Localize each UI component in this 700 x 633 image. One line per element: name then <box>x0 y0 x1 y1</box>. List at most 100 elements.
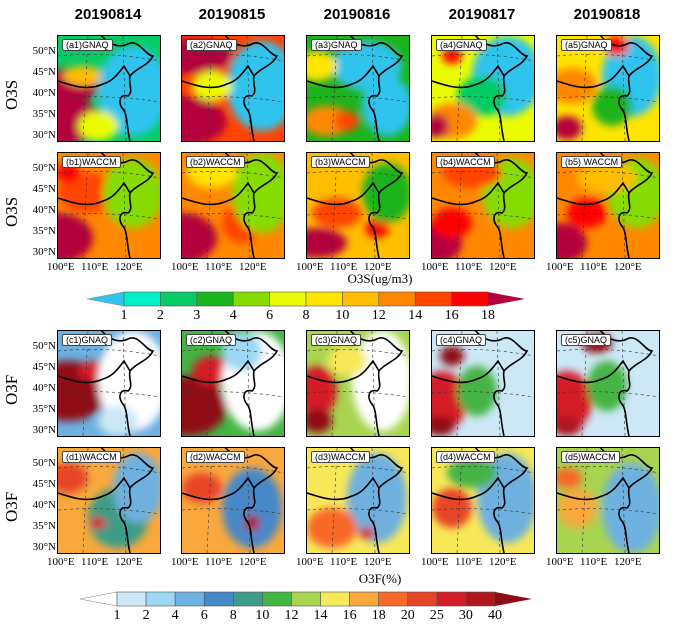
border <box>182 359 255 384</box>
lon-tick: 120°E <box>115 556 143 568</box>
colorbar-tick: 12 <box>284 608 299 623</box>
colorbar-left-arrow <box>86 291 125 307</box>
lon-tick: 110°E <box>205 261 233 273</box>
colorbar-tick: 2 <box>142 608 150 623</box>
lat-tick: 50°N <box>32 457 56 469</box>
colorbar-tick: 40 <box>488 608 502 623</box>
colorbar-segment <box>451 291 489 307</box>
border <box>307 359 380 384</box>
colorbar-tick: 8 <box>229 608 237 623</box>
colorbar-tick: 1 <box>120 308 128 323</box>
field-blob <box>335 111 359 131</box>
panel-label: (c1)GNAQ <box>62 334 113 346</box>
lat-tick: 45°N <box>32 183 56 195</box>
lon-tick: 100°E <box>421 261 449 273</box>
lat-tick: 45°N <box>32 478 56 490</box>
field-blob <box>557 488 597 528</box>
panel-label: (a3)GNAQ <box>311 39 362 51</box>
colorbar-segment <box>305 291 343 307</box>
field-blob <box>567 198 607 228</box>
colorbar-segment <box>203 591 234 607</box>
lon-tick: 100°E <box>171 261 199 273</box>
field-blob <box>447 458 497 488</box>
field-blob <box>432 488 472 528</box>
colorbar-title: O3F(%) <box>358 571 402 586</box>
map-panel: (d5)WACCM <box>556 447 660 554</box>
lon-tick: 120°E <box>239 261 267 273</box>
colorbar-tick: 8 <box>302 308 310 323</box>
field-blob <box>307 51 337 81</box>
colorbar-tick: 2 <box>156 308 164 323</box>
field-blob <box>557 223 587 258</box>
map-panel: (a4)GNAQ <box>431 35 535 142</box>
colorbar-segment <box>465 591 496 607</box>
panel-label: (a2)GNAQ <box>186 39 237 51</box>
field-blob <box>182 376 227 436</box>
field-blob <box>182 213 217 258</box>
lat-tick: 35°N <box>32 520 56 532</box>
field-blob <box>307 228 347 258</box>
colorbar-segment <box>196 291 234 307</box>
map-panel: (b1)WACCM <box>57 152 161 259</box>
field-blob <box>58 163 80 183</box>
lon-tick: 100°E <box>47 556 75 568</box>
lon-tick: 120°E <box>364 556 392 568</box>
lon-tick: 110°E <box>455 261 483 273</box>
colorbar-tick: 25 <box>429 608 444 623</box>
lat-tick: 35°N <box>32 108 56 120</box>
colorbar-segment <box>123 291 161 307</box>
field-blob <box>232 153 284 233</box>
colorbar-tick: 14 <box>408 308 423 323</box>
lat-tick: 30°N <box>32 246 56 258</box>
date-header: 20190814 <box>74 6 142 23</box>
field-blob <box>103 158 160 228</box>
lon-tick: 120°E <box>115 261 143 273</box>
colorbar-segment <box>174 591 205 607</box>
colorbar-segment <box>320 591 350 607</box>
panel-label: (d1)WACCM <box>62 451 121 463</box>
field-blob <box>365 218 389 238</box>
lat-tick: 35°N <box>32 403 56 415</box>
date-header: 20190817 <box>448 6 516 23</box>
lon-tick: 120°E <box>489 556 517 568</box>
colorbar-tick: 6 <box>266 308 274 323</box>
colorbar-tick: 16 <box>342 608 357 623</box>
map-panel: (a1)GNAQ <box>57 35 161 142</box>
panel-label: (a4)GNAQ <box>436 39 487 51</box>
panel-label: (c4)GNAQ <box>436 334 487 346</box>
colorbar-left-arrow <box>79 591 118 607</box>
colorbar-segment <box>342 291 380 307</box>
colorbar-right-arrow <box>488 292 525 306</box>
panel-label: (b1)WACCM <box>62 156 121 168</box>
lat-tick: 30°N <box>32 424 56 436</box>
panel-label: (d2)WACCM <box>186 451 245 463</box>
border <box>58 359 131 384</box>
lon-tick: 120°E <box>614 261 642 273</box>
field-blob <box>359 527 375 539</box>
lon-tick: 110°E <box>81 261 109 273</box>
map-panel: (d4)WACCM <box>431 447 535 554</box>
border <box>557 64 630 89</box>
colorbar-tick: 6 <box>200 608 208 623</box>
border <box>432 359 505 384</box>
map-panel: (b2)WACCM <box>181 152 285 259</box>
panel-label: (a5)GNAQ <box>561 39 612 51</box>
colorbar-tick: 3 <box>193 308 201 323</box>
border <box>182 64 255 89</box>
lon-tick: 100°E <box>546 261 574 273</box>
panel-label: (a1)GNAQ <box>62 39 113 51</box>
field-blob <box>307 508 357 548</box>
field-blob <box>347 453 407 543</box>
border <box>557 181 630 206</box>
field-blob <box>442 48 462 64</box>
colorbar-tick: 10 <box>335 308 350 323</box>
lon-tick: 110°E <box>330 261 358 273</box>
lon-tick: 110°E <box>330 556 358 568</box>
lon-tick: 100°E <box>171 556 199 568</box>
colorbar-segment <box>436 591 467 607</box>
lon-tick: 110°E <box>580 261 608 273</box>
map-panel: (a3)GNAQ <box>306 35 410 142</box>
lon-tick: 120°E <box>239 556 267 568</box>
colorbar-segment <box>145 591 176 607</box>
